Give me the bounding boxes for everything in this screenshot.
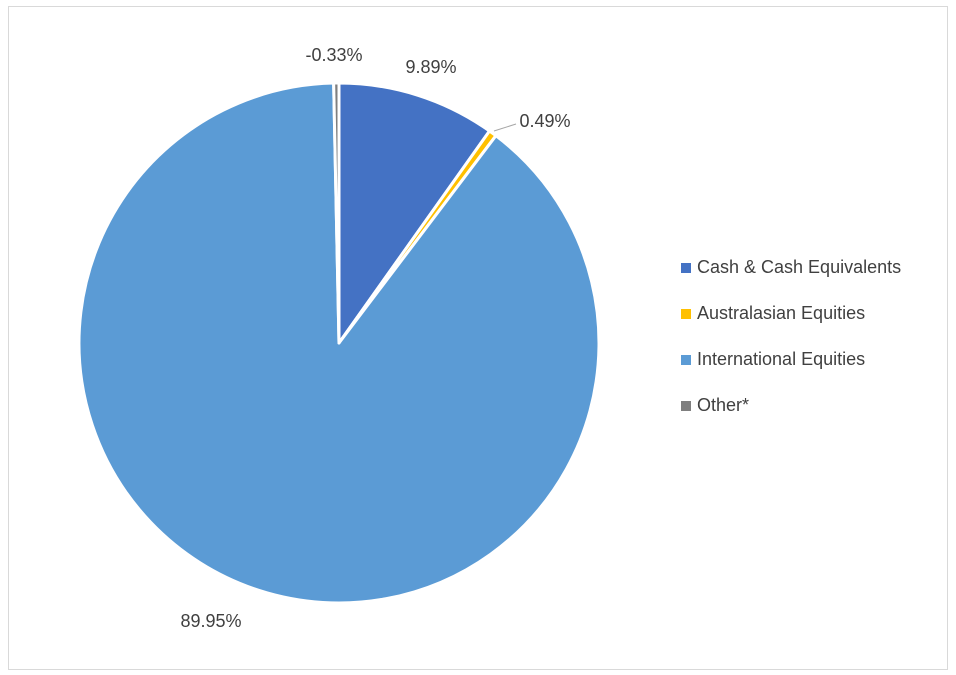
data-labels: 9.89% 0.49% 89.95% -0.33%: [180, 45, 570, 631]
legend-label-international-equities: International Equities: [697, 349, 865, 369]
legend-swatch-other: [681, 401, 691, 411]
legend-swatch-cash-cash-equivalents: [681, 263, 691, 273]
legend-swatch-international-equities: [681, 355, 691, 365]
pie-slice-cash-cash-equivalents: [337, 81, 492, 345]
legend-label-other: Other*: [697, 395, 749, 415]
pie-slice-international-equities: [77, 81, 601, 605]
legend-swatch-australasian-equities: [681, 309, 691, 319]
data-label-cash-cash-equivalents: 9.89%: [405, 57, 456, 77]
leader-line-australasian-equities: [493, 123, 517, 132]
legend-label-cash-cash-equivalents: Cash & Cash Equivalents: [697, 257, 901, 277]
leader-lines: [493, 123, 517, 132]
chart-frame: 9.89% 0.49% 89.95% -0.33% Cash & Cash Equiv…: [8, 6, 948, 670]
legend-label-australasian-equities: Australasian Equities: [697, 303, 865, 323]
data-label-international-equities: 89.95%: [180, 611, 241, 631]
pie-slice-other: [332, 81, 341, 345]
pie-slices: [77, 81, 601, 605]
pie-chart: 9.89% 0.49% 89.95% -0.33% Cash & Cash Equiv…: [77, 45, 901, 631]
legend: Cash & Cash Equivalents Australasian Equi…: [681, 257, 901, 415]
data-label-australasian-equities: 0.49%: [519, 111, 570, 131]
data-label-other: -0.33%: [305, 45, 362, 65]
